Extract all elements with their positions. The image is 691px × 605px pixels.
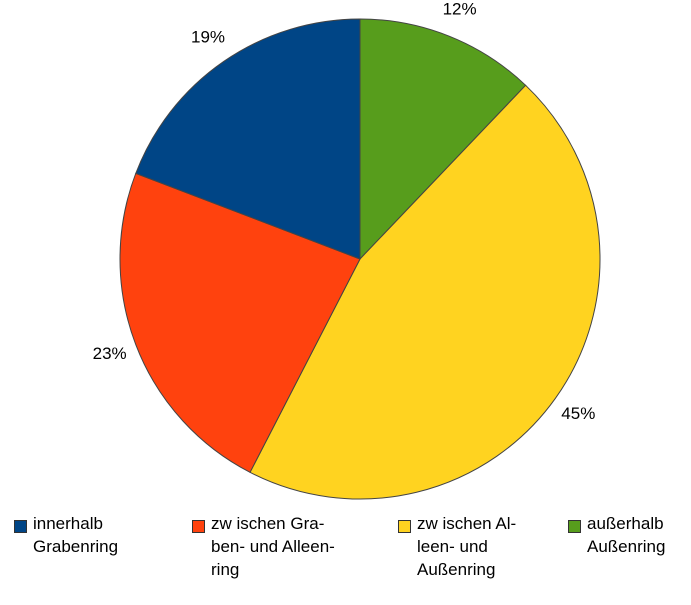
slice-label: 45%: [561, 404, 595, 423]
legend-label: zw ischen Gra- ben- und Alleen- ring: [211, 514, 335, 579]
pie-slice: [249, 84, 601, 500]
legend-label: zw ischen Al- leen- und Außenring: [417, 514, 517, 579]
legend-label: innerhalb Grabenring: [33, 514, 119, 556]
legend-swatch: [14, 520, 27, 533]
pie-slice: [359, 18, 527, 261]
pie-slice: [119, 172, 361, 473]
slice-label: 19%: [191, 28, 225, 47]
pie-slice: [135, 18, 361, 260]
legend-swatch: [568, 520, 581, 533]
legend-swatch: [192, 520, 205, 533]
legend-swatch: [398, 520, 411, 533]
legend-label: außerhalb Außenring: [587, 514, 666, 556]
slice-label: 23%: [93, 344, 127, 363]
slice-label: 12%: [443, 0, 477, 19]
